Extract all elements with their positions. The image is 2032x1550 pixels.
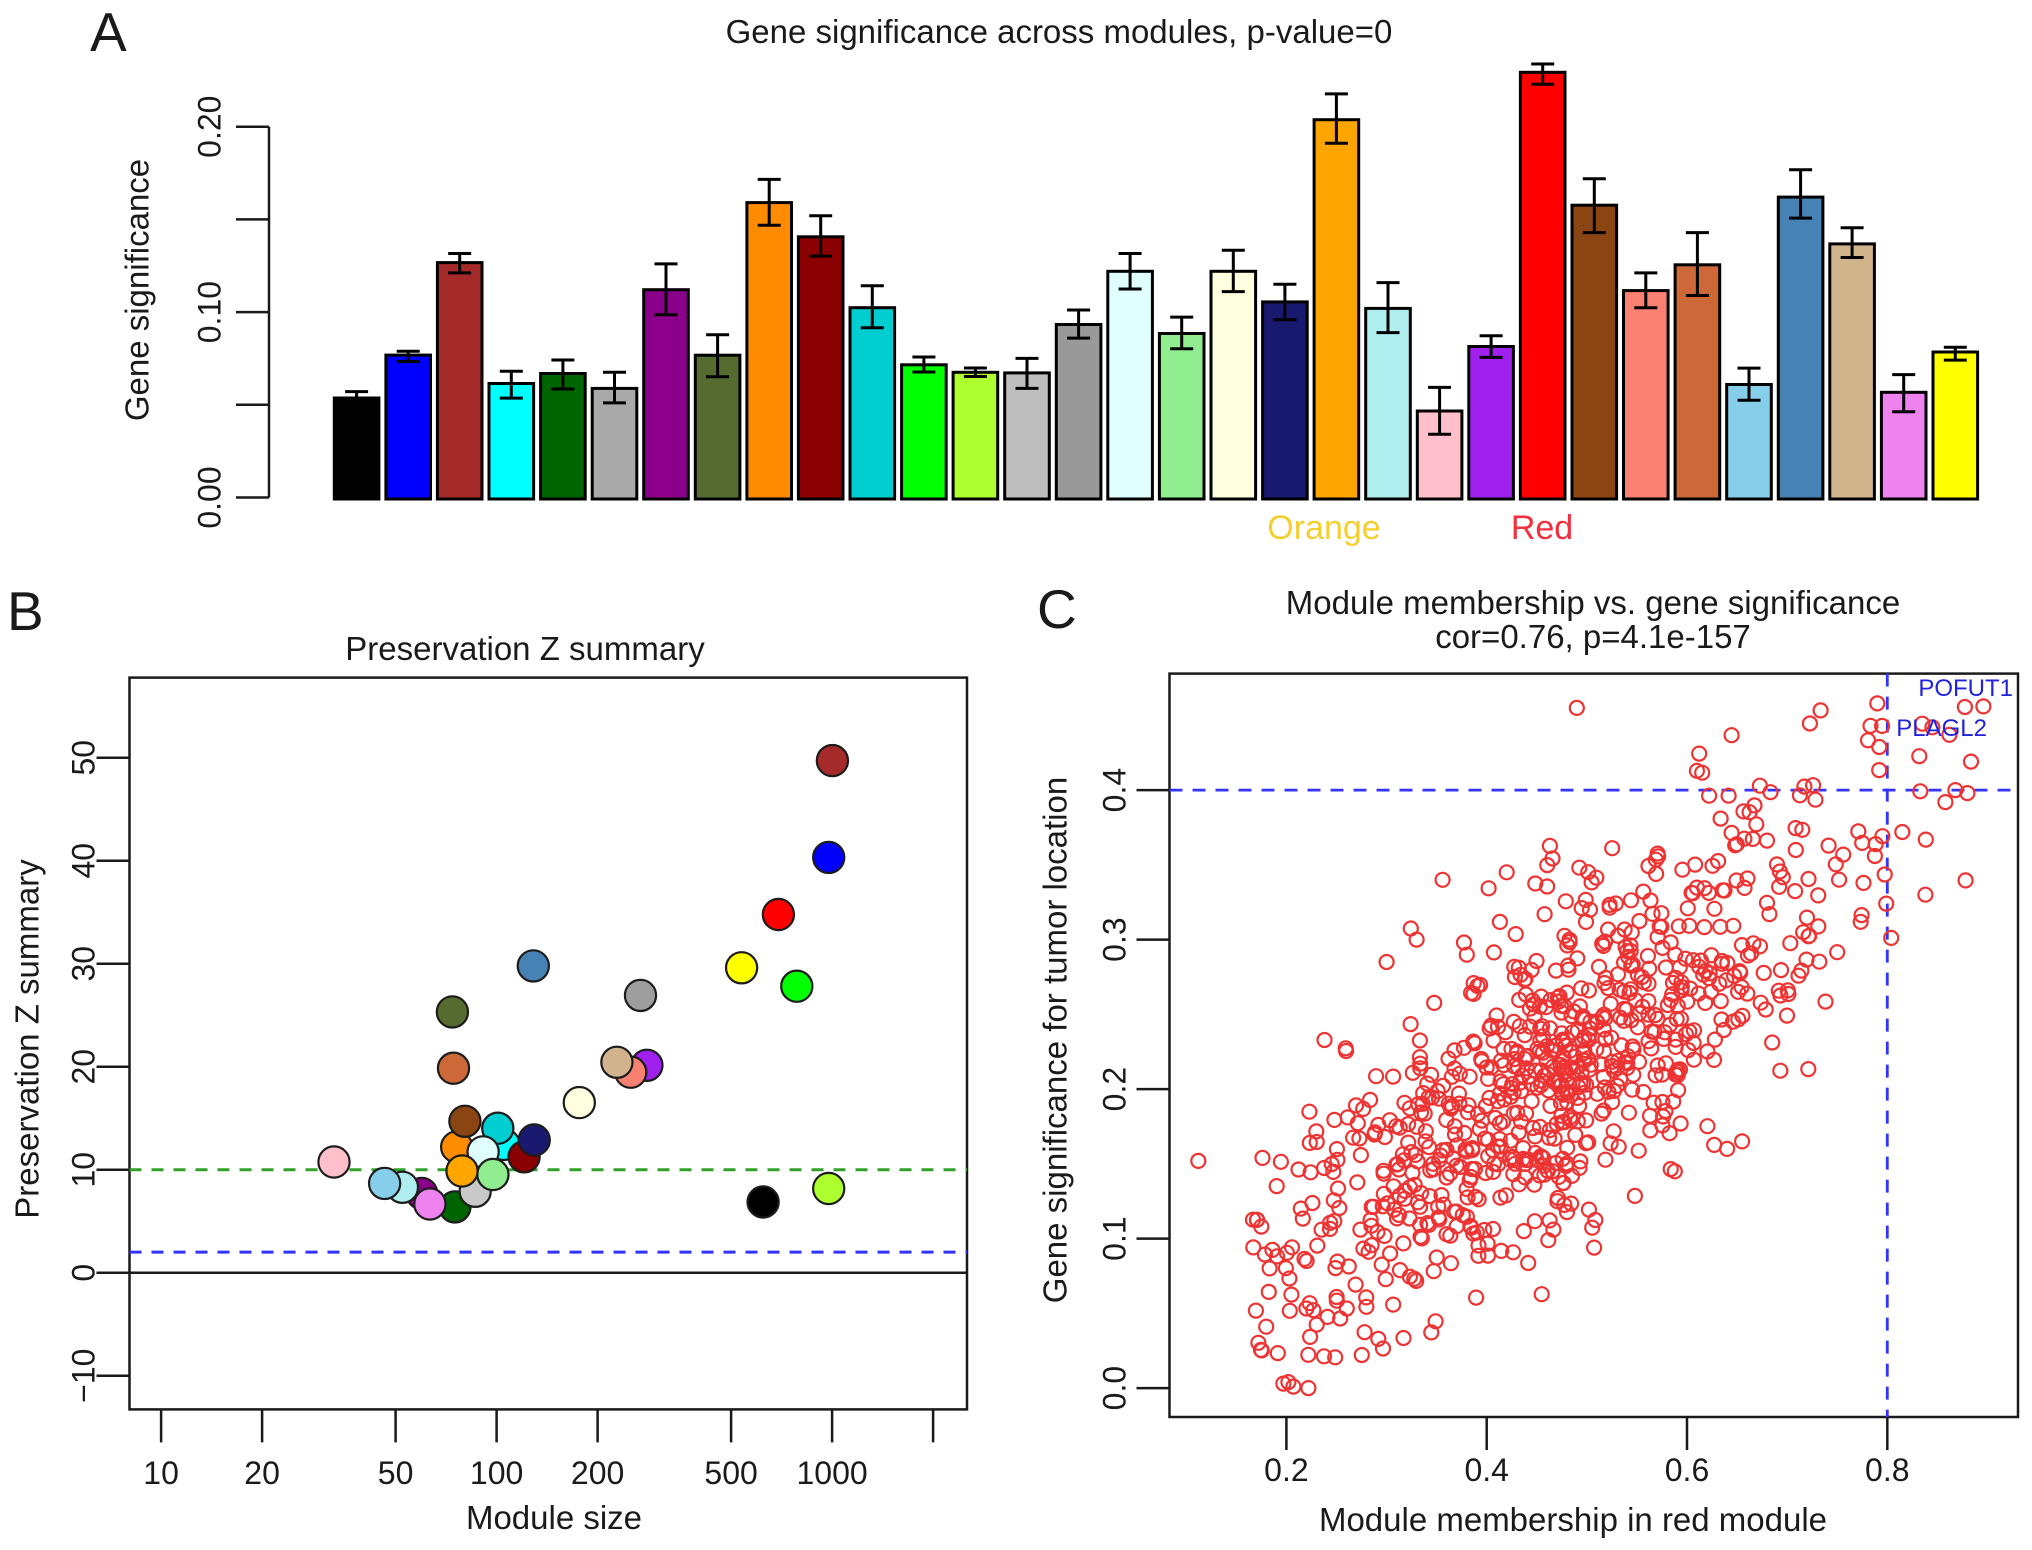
svg-text:PLAGL2: PLAGL2: [1896, 715, 1987, 742]
svg-text:1000: 1000: [797, 1455, 868, 1491]
svg-text:10: 10: [143, 1455, 179, 1491]
svg-text:Preservation Z summary: Preservation Z summary: [345, 630, 705, 667]
svg-text:50: 50: [378, 1455, 414, 1491]
svg-text:−10: −10: [65, 1349, 101, 1403]
svg-text:100: 100: [470, 1455, 523, 1491]
svg-text:Preservation Z summary: Preservation Z summary: [9, 859, 46, 1219]
svg-text:Gene significance: Gene significance: [119, 159, 156, 421]
svg-text:40: 40: [65, 843, 101, 879]
svg-text:B: B: [7, 580, 44, 642]
svg-text:C: C: [1037, 578, 1077, 640]
svg-text:500: 500: [704, 1455, 757, 1491]
svg-text:0.20: 0.20: [191, 96, 227, 158]
svg-text:Module membership in red modul: Module membership in red module: [1319, 1501, 1827, 1538]
svg-text:0.6: 0.6: [1665, 1452, 1709, 1488]
svg-text:0.8: 0.8: [1865, 1452, 1909, 1488]
svg-text:30: 30: [65, 946, 101, 982]
svg-text:20: 20: [65, 1049, 101, 1085]
svg-text:10: 10: [65, 1152, 101, 1188]
svg-text:0.2: 0.2: [1096, 1067, 1132, 1111]
svg-text:0.3: 0.3: [1096, 917, 1132, 961]
svg-text:0.10: 0.10: [191, 281, 227, 343]
svg-text:Red: Red: [1511, 509, 1573, 547]
svg-text:POFUT1: POFUT1: [1918, 675, 2013, 702]
svg-text:Orange: Orange: [1267, 509, 1380, 547]
svg-text:cor=0.76, p=4.1e-157: cor=0.76, p=4.1e-157: [1435, 618, 1751, 655]
svg-text:0.2: 0.2: [1264, 1452, 1308, 1488]
svg-text:A: A: [90, 1, 127, 63]
svg-text:Gene significance across modul: Gene significance across modules, p-valu…: [726, 13, 1393, 50]
svg-text:0.4: 0.4: [1464, 1452, 1508, 1488]
svg-text:0: 0: [65, 1264, 101, 1282]
svg-text:0.1: 0.1: [1096, 1216, 1132, 1260]
svg-text:0.0: 0.0: [1096, 1366, 1132, 1410]
svg-text:20: 20: [244, 1455, 280, 1491]
svg-text:Module size: Module size: [466, 1499, 642, 1536]
svg-text:Module membership vs. gene sig: Module membership vs. gene significance: [1286, 584, 1900, 621]
svg-text:Gene significance for tumor lo: Gene significance for tumor location: [1037, 777, 1074, 1303]
svg-text:0.00: 0.00: [191, 466, 227, 528]
svg-text:200: 200: [571, 1455, 624, 1491]
svg-text:0.4: 0.4: [1096, 768, 1132, 812]
svg-text:50: 50: [65, 740, 101, 776]
